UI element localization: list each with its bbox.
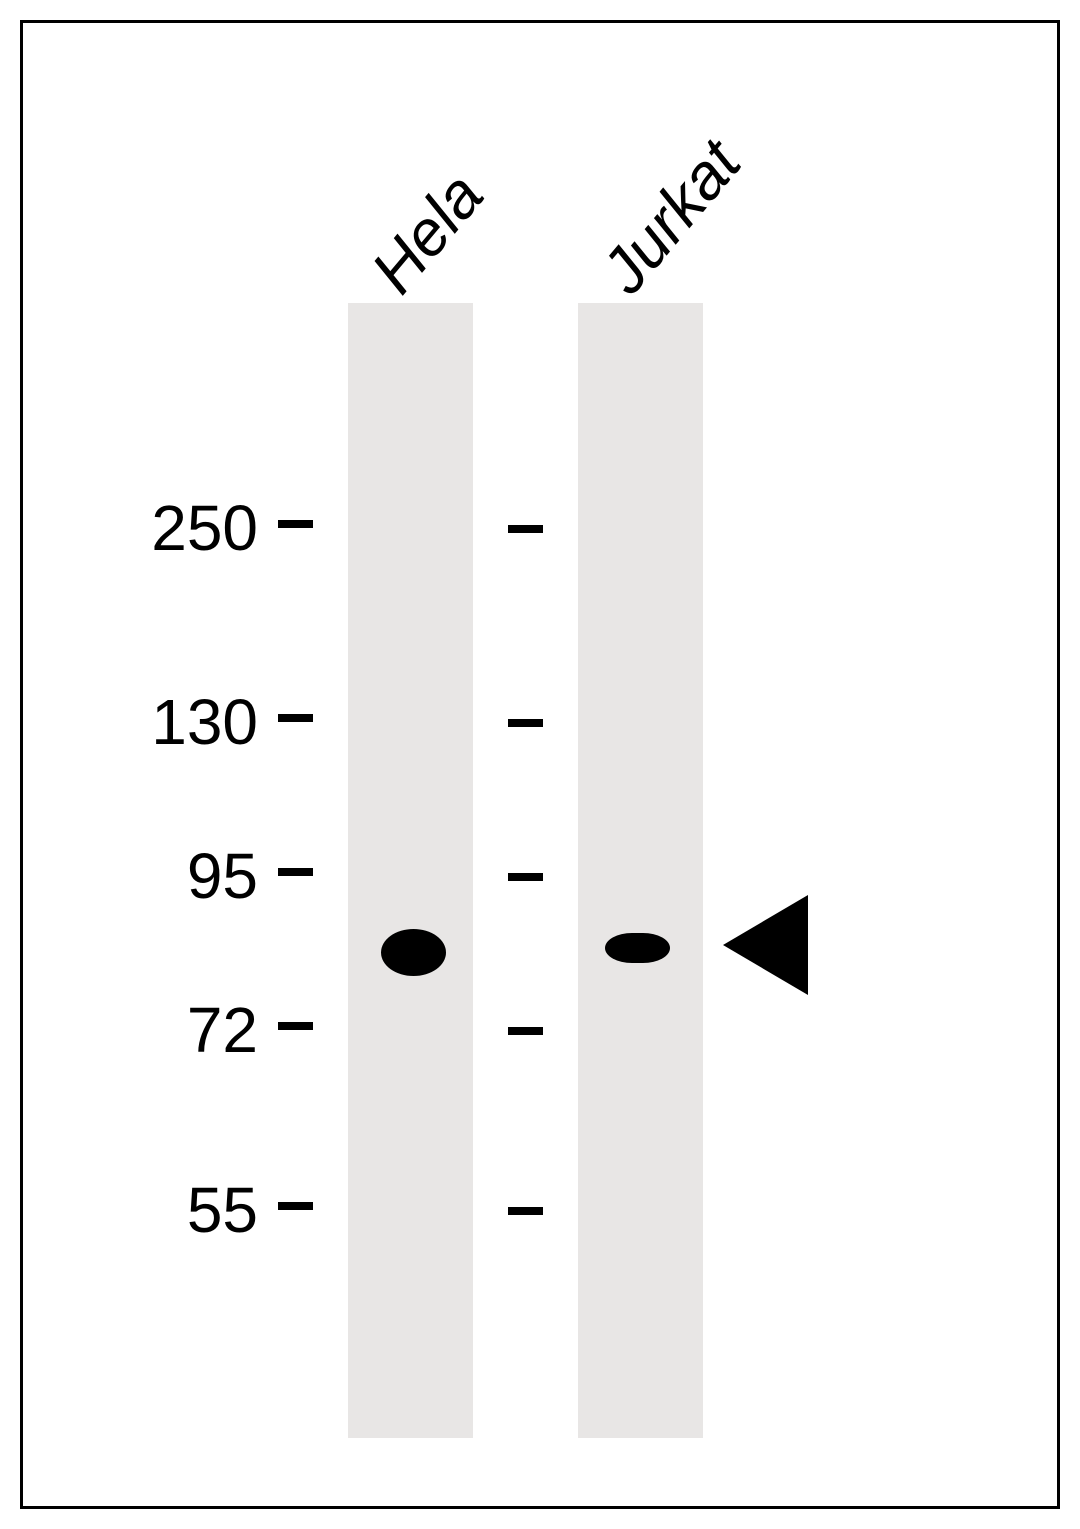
mw-label-55: 55	[118, 1173, 258, 1247]
mw-label-130: 130	[118, 685, 258, 759]
band-arrow-icon	[723, 895, 808, 995]
mw-label-95: 95	[118, 839, 258, 913]
lane-label-jurkat: Jurkat	[586, 126, 755, 307]
tick-mark	[278, 714, 313, 722]
tick-mark	[278, 520, 313, 528]
western-blot-figure: Hela Jurkat 250 130 95 72 55	[20, 20, 1060, 1509]
band-jurkat	[605, 933, 670, 963]
tick-mark	[508, 1207, 543, 1215]
tick-mark	[278, 1202, 313, 1210]
tick-mark	[508, 525, 543, 533]
tick-mark	[508, 719, 543, 727]
tick-mark	[508, 1027, 543, 1035]
tick-mark	[278, 1022, 313, 1030]
lane-jurkat	[578, 303, 703, 1438]
band-hela	[381, 929, 446, 976]
mw-label-72: 72	[118, 993, 258, 1067]
mw-label-250: 250	[118, 491, 258, 565]
lane-hela	[348, 303, 473, 1438]
tick-mark	[278, 868, 313, 876]
tick-mark	[508, 873, 543, 881]
lane-label-hela: Hela	[356, 159, 497, 307]
